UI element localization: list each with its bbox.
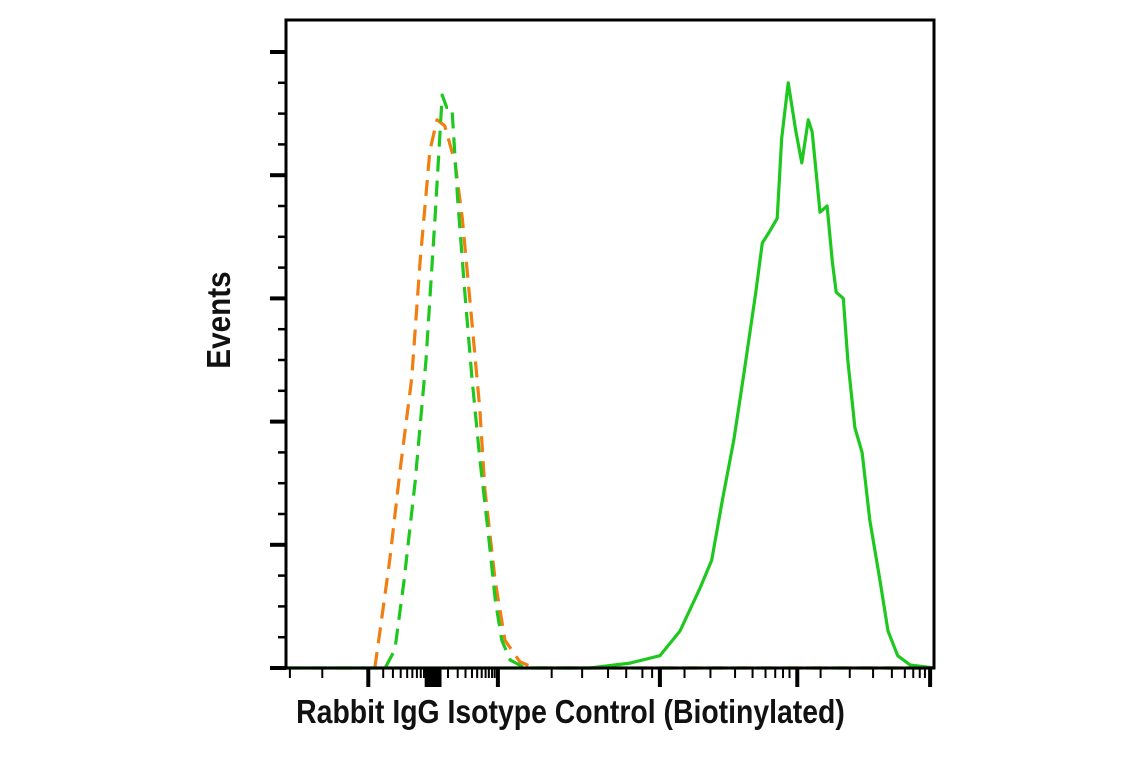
series-line-2 (286, 81, 935, 670)
y-axis-label: Events (200, 271, 237, 369)
plot-frame (284, 18, 936, 670)
axes (270, 50, 933, 687)
series-line-1 (286, 93, 934, 670)
x-tick-cluster (424, 668, 442, 687)
curves (286, 81, 935, 670)
x-axis-label: Rabbit IgG Isotype Control (Biotinylated… (296, 693, 845, 730)
